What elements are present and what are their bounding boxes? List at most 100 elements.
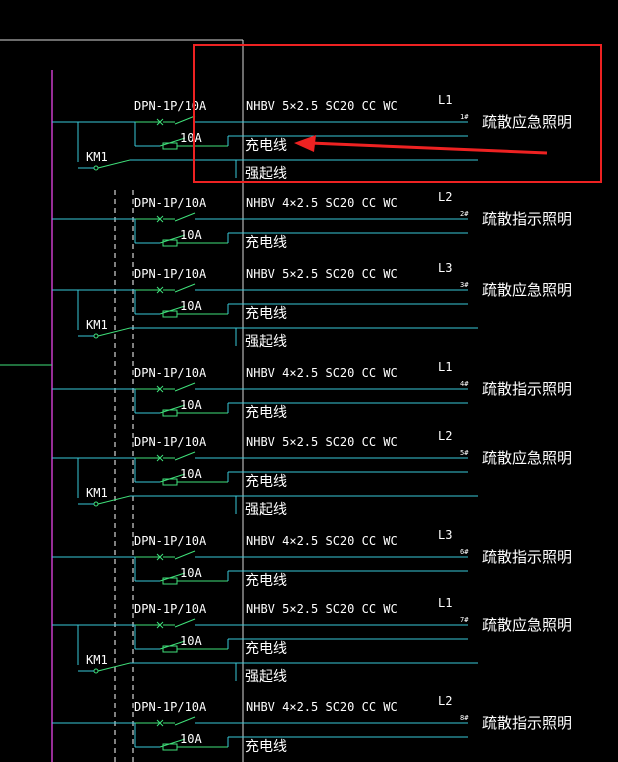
charge-label: 充电线 — [245, 474, 287, 490]
fuse-label: 10A — [180, 131, 202, 145]
circuit-number: 4# — [460, 380, 469, 388]
fuse-label: 10A — [180, 634, 202, 648]
breaker-blade — [174, 212, 196, 222]
breaker-label: DPN-1P/10A — [134, 366, 207, 380]
circuit-6: DPN-1P/10A NHBV 4×2.5 SC20 CC WC L3 6# 疏散指示照… — [52, 528, 572, 589]
charge-label: 充电线 — [245, 138, 287, 154]
fuse-label: 10A — [180, 228, 202, 242]
breaker-cross-icon — [156, 621, 164, 629]
circuit-5: DPN-1P/10A NHBV 5×2.5 SC20 CC WC L2 5# 疏散应急照… — [52, 429, 572, 518]
contactor-label: KM1 — [86, 486, 108, 500]
breaker-cross-icon — [156, 215, 164, 223]
breaker-cross-icon — [156, 385, 164, 393]
breaker-blade — [174, 716, 196, 726]
contactor-label: KM1 — [86, 653, 108, 667]
fuse-blade — [159, 234, 186, 244]
contactor-blade — [97, 159, 131, 169]
cable-label: NHBV 5×2.5 SC20 CC WC — [246, 602, 398, 616]
breaker-blade — [174, 115, 196, 125]
breaker-label: DPN-1P/10A — [134, 602, 207, 616]
phase-label: L2 — [438, 429, 452, 443]
load-label: 疏散应急照明 — [482, 113, 572, 131]
circuit-number: 8# — [460, 714, 469, 722]
circuit-2: DPN-1P/10A NHBV 4×2.5 SC20 CC WC L2 2# 疏散指示照… — [52, 190, 572, 251]
breaker-label: DPN-1P/10A — [134, 435, 207, 449]
circuit-1: DPN-1P/10A NHBV 5×2.5 SC20 CC WC L1 1# 疏散应急照… — [52, 93, 572, 182]
cable-label: NHBV 4×2.5 SC20 CC WC — [246, 700, 398, 714]
breaker-label: DPN-1P/10A — [134, 196, 207, 210]
phase-label: L1 — [438, 93, 452, 107]
fuse-label: 10A — [180, 566, 202, 580]
load-label: 疏散指示照明 — [482, 714, 572, 732]
circuit-8: DPN-1P/10A NHBV 4×2.5 SC20 CC WC L2 8# 疏散指示照… — [52, 694, 572, 755]
fuse-label: 10A — [180, 299, 202, 313]
breaker-blade — [174, 618, 196, 628]
charge-label: 充电线 — [245, 235, 287, 251]
fuse-blade — [159, 473, 186, 483]
circuit-4: DPN-1P/10A NHBV 4×2.5 SC20 CC WC L1 4# 疏散指示照… — [52, 360, 572, 421]
highlight-box — [193, 44, 602, 183]
cable-label: NHBV 5×2.5 SC20 CC WC — [246, 99, 398, 113]
fuse-blade — [159, 572, 186, 582]
cable-label: NHBV 4×2.5 SC20 CC WC — [246, 534, 398, 548]
load-label: 疏散应急照明 — [482, 449, 572, 467]
contactor-label: KM1 — [86, 318, 108, 332]
circuit-number: 2# — [460, 210, 469, 218]
phase-label: L2 — [438, 190, 452, 204]
breaker-blade — [174, 382, 196, 392]
load-label: 疏散指示照明 — [482, 380, 572, 398]
circuit-number: 7# — [460, 616, 469, 624]
cable-label: NHBV 5×2.5 SC20 CC WC — [246, 267, 398, 281]
fuse-blade — [159, 640, 186, 650]
circuit-number: 6# — [460, 548, 469, 556]
contactor-icon — [93, 668, 99, 674]
fuse-label: 10A — [180, 467, 202, 481]
phase-label: L1 — [438, 360, 452, 374]
charge-label: 充电线 — [245, 573, 287, 589]
load-label: 疏散应急照明 — [482, 616, 572, 634]
highlight-arrow — [294, 135, 548, 155]
circuit-number: 5# — [460, 449, 469, 457]
cable-label: NHBV 4×2.5 SC20 CC WC — [246, 196, 398, 210]
force-label: 强起线 — [245, 669, 287, 685]
circuit-list: DPN-1P/10A NHBV 5×2.5 SC20 CC WC L1 1# 疏散应急照… — [52, 93, 572, 755]
phase-label: L3 — [438, 528, 452, 542]
breaker-cross-icon — [156, 719, 164, 727]
breaker-cross-icon — [156, 553, 164, 561]
breaker-blade — [174, 451, 196, 461]
charge-label: 充电线 — [245, 739, 287, 755]
cable-label: NHBV 5×2.5 SC20 CC WC — [246, 435, 398, 449]
breaker-cross-icon — [156, 118, 164, 126]
fuse-label: 10A — [180, 732, 202, 746]
contactor-label: KM1 — [86, 150, 108, 164]
contactor-blade — [97, 662, 131, 672]
breaker-blade — [174, 550, 196, 560]
contactor-icon — [93, 333, 99, 339]
breaker-cross-icon — [156, 286, 164, 294]
circuit-number: 3# — [460, 281, 469, 289]
phase-label: L3 — [438, 261, 452, 275]
breaker-cross-icon — [156, 454, 164, 462]
force-label: 强起线 — [245, 502, 287, 518]
cable-label: NHBV 4×2.5 SC20 CC WC — [246, 366, 398, 380]
contactor-icon — [93, 501, 99, 507]
phase-label: L2 — [438, 694, 452, 708]
load-label: 疏散应急照明 — [482, 281, 572, 299]
circuit-number: 1# — [460, 113, 469, 121]
fuse-blade — [159, 305, 186, 315]
fuse-blade — [159, 137, 186, 147]
breaker-label: DPN-1P/10A — [134, 267, 207, 281]
fuse-blade — [159, 738, 186, 748]
charge-label: 充电线 — [245, 405, 287, 421]
circuit-7: DPN-1P/10A NHBV 5×2.5 SC20 CC WC L1 7# 疏散应急照… — [52, 596, 572, 685]
force-label: 强起线 — [245, 166, 287, 182]
force-label: 强起线 — [245, 334, 287, 350]
load-label: 疏散指示照明 — [482, 210, 572, 228]
fuse-label: 10A — [180, 398, 202, 412]
breaker-label: DPN-1P/10A — [134, 700, 207, 714]
phase-label: L1 — [438, 596, 452, 610]
contactor-blade — [97, 327, 131, 337]
load-label: 疏散指示照明 — [482, 548, 572, 566]
breaker-blade — [174, 283, 196, 293]
